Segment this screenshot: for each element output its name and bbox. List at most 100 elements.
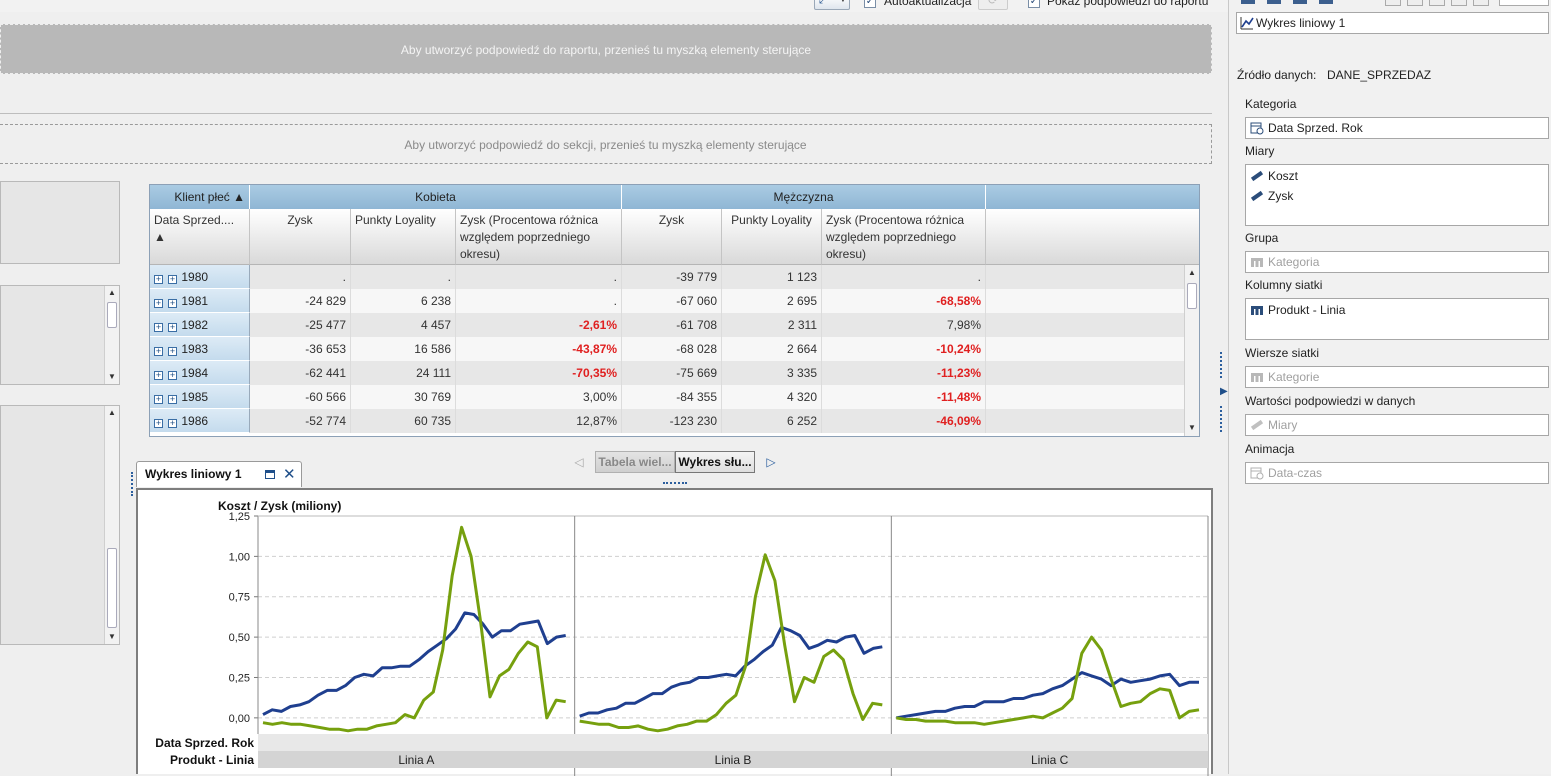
drill-icon[interactable]: + — [168, 394, 177, 404]
row-header[interactable]: + + 1986 — [150, 409, 250, 433]
report-prompt-dropzone[interactable]: Aby utworzyć podpowiedź do raportu, prze… — [0, 24, 1212, 74]
measure-item-koszt[interactable]: Koszt — [1246, 167, 1548, 187]
ruler-icon — [1250, 190, 1264, 202]
column-hierarchy-header[interactable]: Klient płeć ▲ — [150, 185, 250, 209]
table-row — [250, 265, 1199, 289]
measure-header[interactable]: Punkty Loyality — [351, 209, 456, 265]
group-field[interactable]: Kategoria — [1245, 251, 1549, 273]
auto-refresh-checkbox[interactable]: ✓ — [864, 0, 876, 8]
measure-header[interactable]: Zysk — [622, 209, 722, 265]
scroll-thumb[interactable] — [107, 548, 117, 628]
drill-icon[interactable]: + — [168, 418, 177, 428]
animation-field[interactable]: Data-czas — [1245, 462, 1549, 484]
grid-columns-field[interactable]: Produkt - Linia — [1245, 298, 1549, 340]
panel-splitter-handle[interactable] — [1220, 352, 1224, 378]
left-panel-3-scrollbar[interactable]: ▲ ▼ — [104, 406, 119, 644]
scroll-thumb[interactable] — [1187, 283, 1197, 309]
table-cell: . — [250, 265, 351, 289]
scroll-down-icon[interactable]: ▼ — [108, 632, 116, 641]
row-header[interactable]: + + 1985 — [150, 385, 250, 409]
measure-item-zysk[interactable]: Zysk — [1246, 187, 1548, 207]
toolbar-icon[interactable] — [1241, 0, 1255, 4]
measure-header[interactable]: Zysk — [250, 209, 351, 265]
maximize-icon[interactable] — [265, 470, 275, 479]
toolbar-icon[interactable] — [1451, 0, 1467, 6]
expand-icon[interactable]: + — [154, 322, 163, 332]
chart-tab[interactable]: Wykres liniowy 1 ✕ — [136, 461, 302, 487]
measures-field[interactable]: Koszt Zysk — [1245, 164, 1549, 226]
pager-tab-table[interactable]: Tabela wiel... — [595, 451, 675, 473]
refresh-button[interactable]: ⟳ — [978, 0, 1008, 10]
toolbar-search-field[interactable] — [1499, 0, 1549, 6]
row-header[interactable]: + + 1980 — [150, 265, 250, 289]
pager-previous-icon[interactable]: ◁ — [574, 455, 584, 469]
calendar-icon — [1250, 467, 1264, 480]
tooltip-values-field[interactable]: Miary — [1245, 414, 1549, 436]
expand-icon[interactable]: + — [154, 394, 163, 404]
table-cell: 6 238 — [351, 289, 456, 313]
toolbar-icon[interactable] — [1267, 0, 1281, 4]
table-row — [250, 313, 1199, 337]
table-cell: -62 441 — [250, 361, 351, 385]
close-icon[interactable]: ✕ — [283, 466, 296, 483]
left-panel-2-scrollbar[interactable]: ▲ ▼ — [104, 286, 119, 384]
auto-refresh-label: Autoaktualizacja — [884, 0, 972, 8]
pager-next-icon[interactable]: ▷ — [766, 455, 776, 469]
collapse-panel-icon[interactable]: ▶ — [1220, 386, 1228, 397]
table-cell: -25 477 — [250, 313, 351, 337]
row-header[interactable]: + + 1981 — [150, 289, 250, 313]
toolbar-icon[interactable] — [1429, 0, 1445, 6]
row-header[interactable]: + + 1982 — [150, 313, 250, 337]
drill-icon[interactable]: + — [168, 298, 177, 308]
row-hierarchy-header[interactable]: Data Sprzed.... ▲ — [150, 209, 250, 265]
toolbar-icon[interactable] — [1319, 0, 1333, 4]
group-header-mezczyzna[interactable]: Mężczyzna — [622, 185, 986, 209]
view-options-button[interactable]: ⤢ ▼ — [814, 0, 850, 10]
grid-rows-field[interactable]: Kategorie — [1245, 366, 1549, 388]
series-line-zysk — [579, 553, 883, 733]
scroll-up-icon[interactable]: ▲ — [108, 408, 116, 417]
row-header[interactable]: + + 1984 — [150, 361, 250, 385]
expand-icon[interactable]: + — [154, 274, 163, 284]
drill-icon[interactable]: + — [168, 370, 177, 380]
table-cell: 60 735 — [351, 409, 456, 433]
category-field[interactable]: Data Sprzed. Rok — [1245, 117, 1549, 139]
measure-header[interactable]: Punkty Loyality — [722, 209, 822, 265]
drill-icon[interactable]: + — [168, 322, 177, 332]
section-prompt-dropzone[interactable]: Aby utworzyć podpowiedź do sekcji, przen… — [0, 124, 1212, 164]
group-header-kobieta[interactable]: Kobieta — [250, 185, 622, 209]
scroll-up-icon[interactable]: ▲ — [108, 288, 116, 297]
scroll-down-icon[interactable]: ▼ — [108, 372, 116, 381]
table-cell: 3 335 — [722, 361, 822, 385]
table-cell: 12,87% — [456, 409, 622, 433]
toolbar-icon[interactable] — [1293, 0, 1307, 4]
left-prompt-panel-3: ▲ ▼ — [0, 405, 120, 645]
show-hints-checkbox[interactable]: ✓ — [1028, 0, 1040, 8]
scroll-thumb[interactable] — [107, 302, 117, 328]
table-cell: . — [822, 265, 986, 289]
measure-header[interactable]: Zysk (Procentowa różnica względem poprze… — [456, 209, 622, 265]
pager-tab-chart[interactable]: Wykres słu... — [675, 451, 755, 473]
table-cell: 4 320 — [722, 385, 822, 409]
panel-splitter-handle[interactable] — [1220, 406, 1224, 432]
crosstab-scrollbar[interactable]: ▲ ▼ — [1184, 265, 1199, 436]
scroll-up-icon[interactable]: ▲ — [1188, 268, 1196, 277]
expand-icon[interactable]: + — [154, 418, 163, 428]
scroll-down-icon[interactable]: ▼ — [1188, 423, 1196, 432]
line-chart-panel: Koszt / Zysk (miliony) 1,25 1,00 0,75 0,50 0,… — [136, 488, 1213, 776]
vertical-splitter-handle[interactable] — [131, 472, 134, 496]
table-cell: 3,00% — [456, 385, 622, 409]
horizontal-splitter-handle[interactable] — [663, 482, 687, 485]
drill-icon[interactable]: + — [168, 274, 177, 284]
expand-icon[interactable]: + — [154, 346, 163, 356]
expand-icon[interactable]: + — [154, 370, 163, 380]
measure-header[interactable]: Zysk (Procentowa różnica względem poprze… — [822, 209, 986, 265]
drill-icon[interactable]: + — [168, 346, 177, 356]
toolbar-icon[interactable] — [1407, 0, 1423, 6]
expand-icon[interactable]: + — [154, 298, 163, 308]
toolbar-icon[interactable] — [1473, 0, 1489, 6]
row-header[interactable]: + + 1983 — [150, 337, 250, 361]
properties-toolbar — [1241, 0, 1333, 6]
toolbar-icon[interactable] — [1385, 0, 1401, 6]
chart-name-field[interactable]: Wykres liniowy 1 — [1236, 12, 1549, 34]
